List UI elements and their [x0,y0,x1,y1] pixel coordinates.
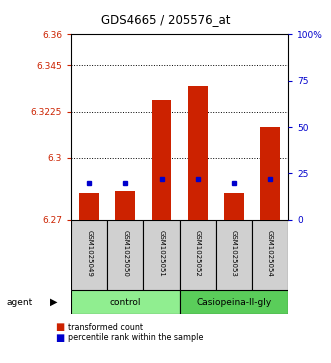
Text: ■: ■ [55,322,64,333]
Text: ▶: ▶ [50,297,58,307]
Text: GSM1025054: GSM1025054 [267,230,273,277]
Text: GDS4665 / 205576_at: GDS4665 / 205576_at [101,13,230,26]
FancyBboxPatch shape [216,220,252,290]
Text: GSM1025050: GSM1025050 [122,230,128,277]
Text: GSM1025052: GSM1025052 [195,230,201,277]
Text: percentile rank within the sample: percentile rank within the sample [68,333,203,342]
Text: GSM1025053: GSM1025053 [231,230,237,277]
Text: GSM1025049: GSM1025049 [86,230,92,277]
Text: agent: agent [7,298,33,307]
Bar [260,127,280,220]
FancyBboxPatch shape [143,220,179,290]
Text: Casiopeina-II-gly: Casiopeina-II-gly [196,298,271,307]
Text: ■: ■ [55,333,64,343]
Bar [188,86,208,220]
Text: GSM1025051: GSM1025051 [159,230,165,277]
Text: transformed count: transformed count [68,323,143,332]
Text: control: control [110,298,141,307]
Bar [79,193,99,220]
Bar [224,193,244,220]
Bar [116,191,135,220]
Bar [152,100,171,220]
FancyBboxPatch shape [107,220,143,290]
FancyBboxPatch shape [71,220,107,290]
FancyBboxPatch shape [71,290,179,314]
FancyBboxPatch shape [252,220,288,290]
FancyBboxPatch shape [179,220,216,290]
FancyBboxPatch shape [179,290,288,314]
